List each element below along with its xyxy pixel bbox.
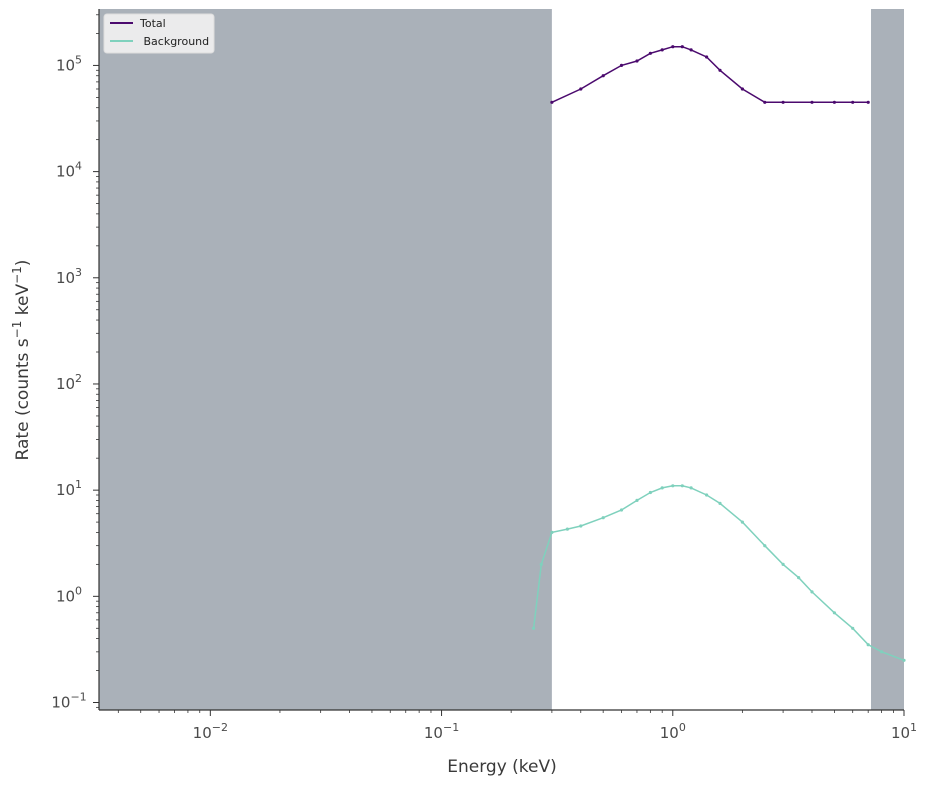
- data-point-total: [705, 55, 709, 59]
- data-point-total: [660, 48, 664, 52]
- data-point-total: [619, 63, 624, 67]
- data-point-background: [781, 562, 785, 567]
- data-point-background: [718, 501, 722, 505]
- data-point-background: [601, 516, 605, 520]
- data-point-total: [671, 45, 675, 49]
- data-point-background: [866, 643, 870, 647]
- data-point-total: [635, 59, 639, 63]
- data-point-total: [851, 100, 855, 104]
- legend: Total Background: [103, 13, 215, 54]
- x-tick-label: 101: [891, 721, 917, 742]
- data-point-background: [671, 484, 675, 488]
- data-point-total: [550, 100, 554, 104]
- y-tick-label: 100: [56, 584, 82, 605]
- x-tick-label: 10−1: [424, 721, 459, 742]
- data-point-total: [680, 45, 684, 49]
- data-point-background: [565, 527, 570, 531]
- data-point-background: [902, 658, 906, 662]
- data-point-total: [781, 100, 785, 104]
- y-tick-label: 105: [56, 53, 82, 74]
- y-tick-label: 10−1: [51, 691, 86, 712]
- data-point-background: [810, 590, 814, 594]
- data-point-total: [689, 48, 693, 52]
- data-point-total: [579, 87, 583, 91]
- data-point-background: [648, 490, 653, 495]
- data-point-total: [866, 100, 870, 104]
- y-tick-label: 101: [56, 478, 82, 499]
- data-point-background: [619, 508, 624, 512]
- data-point-total: [648, 51, 653, 55]
- x-tick-label: 10−2: [193, 721, 228, 742]
- data-point-total: [810, 100, 814, 104]
- data-point-background: [832, 611, 837, 615]
- series-line-total: [551, 45, 869, 104]
- data-point-background: [763, 544, 767, 548]
- x-axis-label: Energy (keV): [447, 757, 557, 777]
- legend-label-background: Background: [140, 35, 209, 48]
- data-point-background: [660, 486, 664, 490]
- legend-label-total: Total: [139, 17, 166, 30]
- data-point-total: [763, 100, 767, 104]
- data-point-total: [718, 68, 722, 72]
- data-point-background: [680, 484, 684, 488]
- ignored-energy-regions: [99, 9, 904, 710]
- data-point-total: [832, 100, 837, 104]
- x-tick-label: 100: [660, 721, 686, 742]
- data-point-background: [740, 520, 745, 524]
- data-point-background: [550, 530, 554, 535]
- y-tick-label: 103: [56, 266, 82, 287]
- data-point-background: [880, 650, 884, 654]
- y-axis-label: Rate (counts s−1 keV−1): [10, 260, 33, 461]
- data-point-background: [579, 524, 583, 528]
- series-layer: [532, 45, 906, 662]
- series-line-background: [532, 485, 905, 662]
- data-point-background: [797, 576, 801, 580]
- y-tick-label: 104: [56, 160, 82, 181]
- data-point-total: [601, 74, 605, 78]
- data-point-background: [851, 626, 855, 630]
- data-point-background: [532, 626, 536, 630]
- data-point-background: [705, 493, 709, 497]
- y-tick-label: 102: [56, 372, 82, 393]
- data-point-background: [635, 498, 639, 502]
- shaded-region-0: [99, 9, 552, 710]
- data-point-total: [740, 87, 745, 91]
- data-point-background: [689, 486, 693, 490]
- shaded-region-1: [871, 9, 904, 710]
- data-point-background: [539, 562, 543, 567]
- axis-ticks: 10−2 10−1 100 101 10−1 100 101 102 103 104 105: [51, 14, 917, 742]
